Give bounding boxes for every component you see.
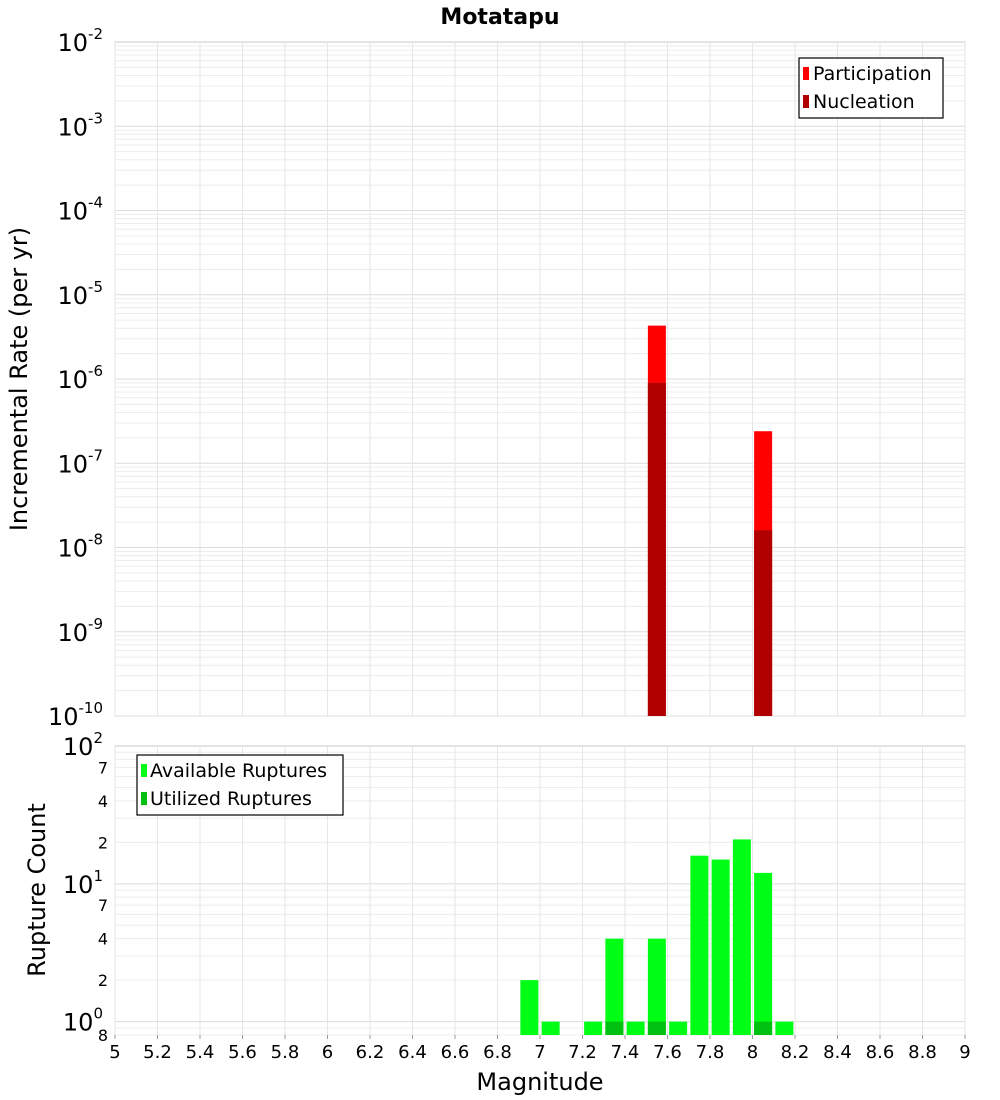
x-tick-label: 6.2 (356, 1042, 385, 1063)
top-grid (114, 42, 966, 717)
x-tick-label: 7 (534, 1042, 545, 1063)
x-tick-label: 9 (959, 1042, 970, 1063)
top-y-tick-label: 10-6 (57, 362, 103, 394)
x-tick-label: 8.2 (781, 1042, 810, 1063)
bottom-y-tick-major: 102 (63, 729, 103, 761)
utilized-ruptures-bar (754, 1021, 773, 1035)
top-legend-box (798, 57, 944, 119)
legend-swatch-participation (803, 67, 809, 80)
bottom-y-axis-label: Rupture Count (23, 803, 51, 977)
bottom-y-tick-minor: 2 (98, 833, 108, 852)
top-y-tick-label: 10-5 (57, 278, 103, 310)
available-ruptures-bar (775, 1021, 794, 1035)
x-axis-label: Magnitude (476, 1068, 603, 1096)
available-ruptures-bar (605, 938, 624, 1035)
bottom-y-tick-minor: 4 (98, 792, 108, 811)
legend-swatch-available (141, 764, 147, 777)
top-y-tick-label: 10-3 (57, 109, 103, 141)
available-ruptures-bar (520, 980, 539, 1035)
top-y-tick-label: 10-10 (48, 699, 103, 731)
bottom-legend-box (136, 754, 344, 816)
x-tick-label: 5.6 (228, 1042, 257, 1063)
bottom-bars (520, 839, 794, 1035)
x-tick-label: 8.4 (823, 1042, 852, 1063)
nucleation-bar (754, 530, 773, 716)
utilized-ruptures-bar (605, 1021, 624, 1035)
x-tick-label: 6.8 (483, 1042, 512, 1063)
legend-label-nucleation: Nucleation (813, 91, 915, 113)
available-ruptures-bar (626, 1021, 645, 1035)
bottom-y-tick-minor: 7 (98, 896, 108, 915)
available-ruptures-bar (584, 1021, 603, 1035)
legend-label-utilized: Utilized Ruptures (150, 788, 312, 810)
x-tick-label: 7.4 (611, 1042, 640, 1063)
x-tick-label: 5.4 (186, 1042, 215, 1063)
available-ruptures-bar (669, 1021, 688, 1035)
top-y-tick-label: 10-8 (57, 531, 103, 563)
bottom-y-tick-major: 100 (63, 1005, 103, 1037)
top-y-ticks: 10-2 10-3 10-4 10-5 10-6 10-7 10-8 10-9 10-10 (48, 25, 103, 731)
x-ticks: 5 5.2 5.4 5.6 5.8 6 6.2 6.4 6.6 6.8 7 7.2 7.4 7.6 7.8 8… (109, 1035, 971, 1063)
top-plot: 10-2 10-3 10-4 10-5 10-6 10-7 10-8 10-9 10-10 In… (5, 25, 966, 731)
nucleation-bar (647, 382, 666, 716)
legend-label-available: Available Ruptures (150, 760, 327, 782)
bottom-y-tick-minor: 4 (98, 930, 108, 949)
top-y-tick-label: 10-4 (57, 194, 103, 226)
x-tick-label: 6.4 (398, 1042, 427, 1063)
x-tick-label: 8 (747, 1042, 758, 1063)
x-tick-label: 5.8 (271, 1042, 300, 1063)
bottom-y-tick-minor: 8 (98, 1026, 108, 1045)
top-y-tick-label: 10-7 (57, 446, 103, 478)
x-tick-label: 8.8 (908, 1042, 937, 1063)
x-tick-label: 7.2 (568, 1042, 597, 1063)
utilized-ruptures-bar (647, 1021, 666, 1035)
available-ruptures-bar (732, 839, 751, 1035)
legend-swatch-nucleation (803, 95, 809, 108)
legend-swatch-utilized (141, 792, 147, 805)
bottom-y-tick-minor: 7 (98, 758, 108, 777)
top-y-axis-label: Incremental Rate (per yr) (5, 227, 33, 531)
top-legend: Participation Nucleation (798, 57, 944, 119)
top-y-tick-label: 10-9 (57, 615, 103, 647)
legend-label-participation: Participation (813, 63, 932, 85)
available-ruptures-bar (711, 859, 730, 1035)
top-bars (647, 325, 773, 716)
bottom-y-tick-minor: 2 (98, 971, 108, 990)
x-tick-label: 6 (322, 1042, 333, 1063)
available-ruptures-bar (754, 872, 773, 1035)
chart-title: Motatapu (440, 5, 559, 30)
available-ruptures-bar (647, 938, 666, 1035)
x-tick-label: 8.6 (866, 1042, 895, 1063)
bottom-legend: Available Ruptures Utilized Ruptures (136, 754, 344, 816)
bottom-y-tick-major: 101 (63, 867, 103, 899)
available-ruptures-bar (541, 1021, 560, 1035)
top-y-tick-label: 10-2 (57, 25, 103, 57)
x-tick-label: 7.8 (696, 1042, 725, 1063)
x-tick-label: 7.6 (653, 1042, 682, 1063)
x-tick-label: 5.2 (143, 1042, 172, 1063)
x-tick-label: 5 (109, 1042, 120, 1063)
x-tick-label: 6.6 (441, 1042, 470, 1063)
available-ruptures-bar (690, 855, 709, 1035)
